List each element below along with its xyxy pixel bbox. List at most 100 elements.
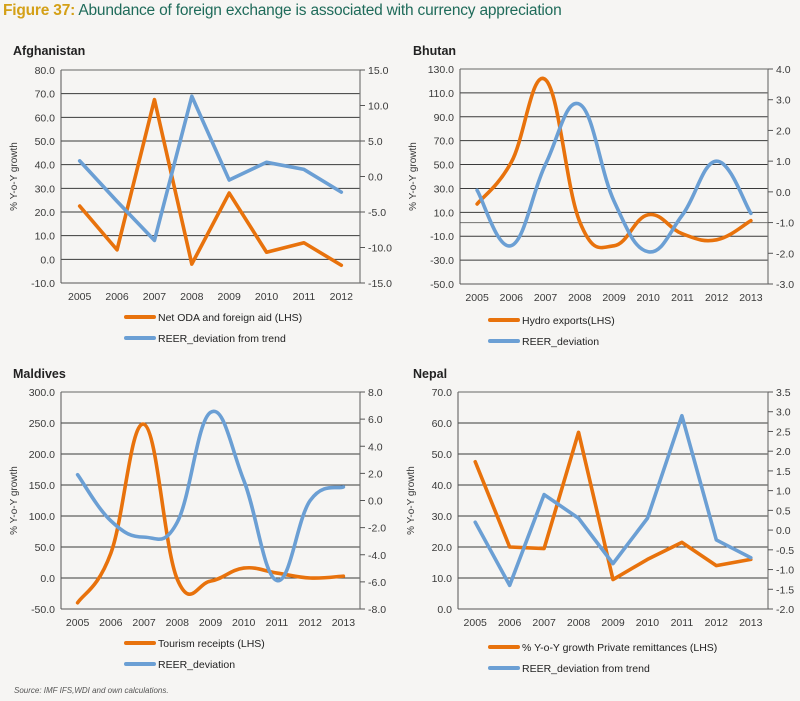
y-tick-label: -50.0 [31,604,55,616]
y-tick-label: 30.0 [434,183,455,195]
y2-tick-label: 4.0 [368,441,383,453]
y-tick-label: 70.0 [434,136,455,148]
y2-tick-label: -0.5 [776,545,794,557]
x-tick-label: 2009 [199,617,223,629]
y2-tick-label: 8.0 [368,387,383,399]
figure-label: Figure 37: [3,2,76,19]
series-line-reer [77,94,344,243]
x-tick-label: 2005 [465,292,489,304]
x-tick-label: 2007 [534,292,558,304]
x-tick-label: 2006 [498,617,522,629]
y-tick-label: 50.0 [432,449,453,461]
series-line-lhs [473,430,753,582]
chart-title: Bhutan [413,44,456,58]
y-tick-label: 70.0 [35,89,56,101]
x-tick-label: 2006 [500,292,524,304]
legend-label: Hydro exports(LHS) [522,315,615,327]
y-tick-label: 130.0 [428,64,454,76]
chart-afghanistan: Afghanistan 80.0 70.0 60.0 50.0 40.0 30.0 20.0 1… [9,44,392,345]
y2-tick-label: -5.0 [368,207,386,219]
x-tick-label: 2010 [636,617,660,629]
legend-label: REER_deviation [158,659,235,671]
y-axis-label: % Y-o-Y growth [9,142,20,211]
x-tick-label: 2011 [671,292,694,304]
source-note: Source: IMF IFS,WDI and own calculations… [14,686,169,695]
x-tick-label: 2013 [739,292,763,304]
figure-title: Figure 37: Abundance of foreign exchange… [3,2,562,20]
series-line-reer [75,409,346,583]
y-axis-label: % Y-o-Y growth [9,466,20,535]
x-tick-label: 2012 [705,292,729,304]
y-tick-label: 30.0 [432,511,453,523]
x-tick-label: 2010 [232,617,256,629]
legend-label: REER_deviation from trend [158,333,286,345]
y-tick-label: 40.0 [432,480,453,492]
y2-tick-label: 0.0 [776,525,791,537]
legend-label: REER_deviation from trend [522,663,650,675]
y2-tick-label: 6.0 [368,414,383,426]
chart-nepal: Nepal 70.0 60.0 50.0 40.0 30.0 20.0 10.0 0.0 3.5 3… [406,367,794,675]
y-tick-label: 20.0 [432,542,453,554]
y-tick-label: 0.0 [40,254,55,266]
chart-title: Afghanistan [13,44,85,58]
series-line-lhs [475,76,753,250]
y2-tick-label: -1.5 [776,584,794,596]
y2-tick-label: 2.5 [776,426,791,438]
y-tick-label: -10.0 [31,278,55,290]
y-tick-label: 10.0 [35,231,56,243]
y-tick-label: 300.0 [29,387,55,399]
legend-label: Tourism receipts (LHS) [158,638,265,650]
y2-tick-label: 2.0 [776,125,791,137]
y2-tick-label: 4.0 [776,64,791,76]
y2-tick-label: -3.0 [776,279,794,291]
y-tick-label: -50.0 [430,279,454,291]
y-tick-label: 10.0 [432,573,453,585]
y-tick-label: -10.0 [430,231,454,243]
y2-tick-label: 0.0 [368,172,383,184]
y-tick-label: 60.0 [432,418,453,430]
x-tick-label: 2009 [602,292,626,304]
x-tick-label: 2011 [293,291,316,303]
y-tick-label: 40.0 [35,160,56,172]
chart-bhutan: Bhutan 130.0 110.0 90.0 70.0 50.0 30.0 10.0 -10.… [408,44,794,348]
x-tick-label: 2010 [637,292,661,304]
y2-tick-label: 15.0 [368,65,389,77]
figure-title-text: Abundance of foreign exchange is associa… [78,2,562,19]
y-tick-label: 10.0 [434,207,455,219]
y2-tick-label: 1.0 [776,486,791,498]
y2-tick-label: -2.0 [776,604,794,616]
y-tick-label: 150.0 [29,480,55,492]
y2-tick-label: 0.0 [776,187,791,199]
x-tick-label: 2010 [255,291,279,303]
x-tick-label: 2013 [739,617,763,629]
y2-tick-label: 0.5 [776,505,791,517]
y2-tick-label: 2.0 [776,446,791,458]
y2-tick-label: -4.0 [368,550,386,562]
x-tick-label: 2007 [532,617,556,629]
x-tick-label: 2005 [66,617,90,629]
x-tick-label: 2007 [132,617,156,629]
x-tick-label: 2006 [99,617,123,629]
chart-title: Nepal [413,367,447,381]
y2-tick-label: 1.0 [776,156,791,168]
y2-tick-label: 1.5 [776,466,791,478]
series-line-reer [475,101,753,254]
y-tick-label: -30.0 [430,255,454,267]
y2-tick-label: 3.5 [776,387,791,399]
x-tick-label: 2012 [705,617,729,629]
x-tick-label: 2008 [568,292,592,304]
y2-tick-label: -1.0 [776,565,794,577]
y2-tick-label: 3.0 [776,407,791,419]
y-tick-label: 50.0 [35,136,56,148]
y2-tick-label: 3.0 [776,95,791,107]
y-tick-label: 0.0 [437,604,452,616]
x-tick-label: 2009 [601,617,625,629]
series-line-lhs [75,422,346,605]
y-tick-label: 100.0 [29,511,55,523]
x-tick-label: 2013 [332,617,356,629]
x-tick-label: 2008 [166,617,190,629]
y-tick-label: 250.0 [29,418,55,430]
y-axis-label: % Y-o-Y growth [406,466,417,535]
y2-tick-label: -2.0 [776,248,794,260]
